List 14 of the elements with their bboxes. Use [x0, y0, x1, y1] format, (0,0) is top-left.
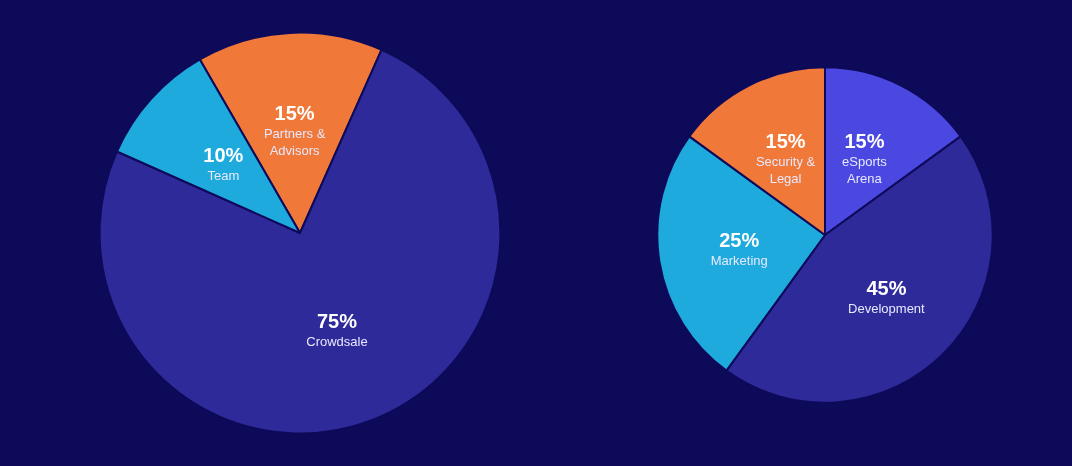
- slice-label: Marketing: [710, 253, 768, 269]
- slice-label: Team: [207, 168, 240, 184]
- data-label: 15%: [765, 129, 806, 152]
- slice-label: Development: [848, 300, 926, 316]
- slice-label: Security & Legal: [755, 153, 816, 186]
- data-label: 75%: [316, 309, 358, 332]
- data-label: 15%: [274, 101, 315, 124]
- data-label: 25%: [719, 229, 760, 252]
- slice-label: eSports Arena: [842, 153, 888, 186]
- slice-label: Partners & Advisors: [263, 125, 326, 158]
- slice-label: Crowdsale: [306, 333, 368, 349]
- data-label: 45%: [866, 276, 907, 299]
- data-label: 15%: [844, 129, 885, 152]
- data-label: 10%: [203, 144, 244, 167]
